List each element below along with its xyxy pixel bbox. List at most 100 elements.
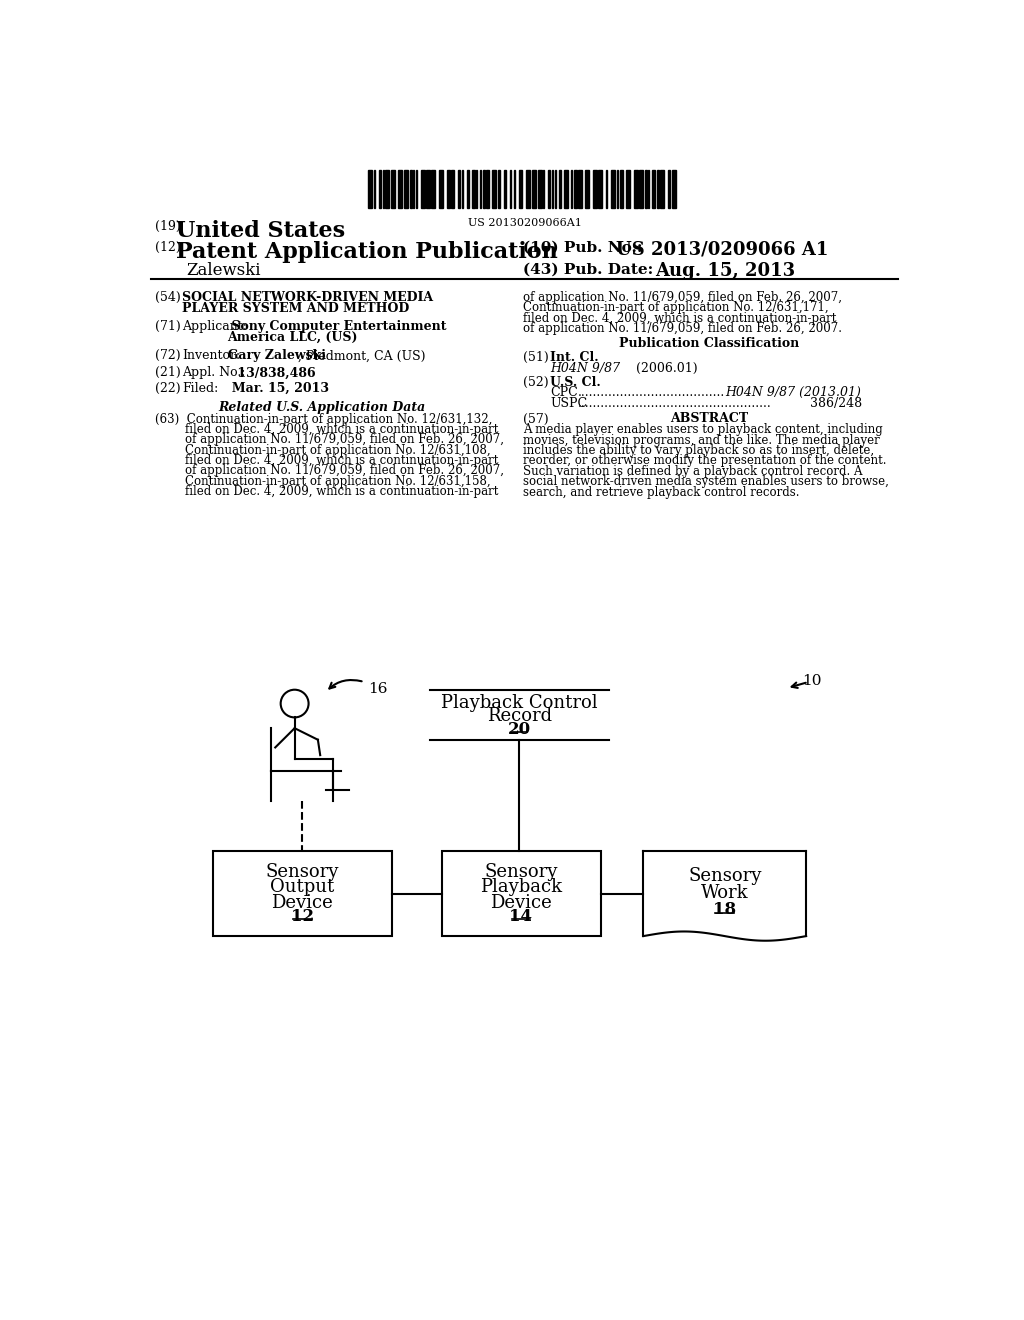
Text: (21): (21) xyxy=(155,367,181,379)
Bar xyxy=(504,170,506,209)
Text: 18: 18 xyxy=(713,902,736,919)
Text: ..................................................: ........................................… xyxy=(578,397,771,411)
Text: Mar. 15, 2013: Mar. 15, 2013 xyxy=(210,381,329,395)
Bar xyxy=(510,170,511,209)
Bar xyxy=(421,170,425,209)
Text: Appl. No.:: Appl. No.: xyxy=(182,367,246,379)
Text: Aug. 15, 2013: Aug. 15, 2013 xyxy=(655,263,795,280)
Bar xyxy=(634,170,638,209)
Bar xyxy=(616,170,617,209)
Text: reorder, or otherwise modify the presentation of the content.: reorder, or otherwise modify the present… xyxy=(523,454,887,467)
Bar xyxy=(639,170,643,209)
Text: (19): (19) xyxy=(155,220,181,234)
Bar xyxy=(379,170,381,209)
Text: (71): (71) xyxy=(155,321,181,333)
Text: Continuation-in-part of application No. 12/631,158,: Continuation-in-part of application No. … xyxy=(155,475,490,488)
Bar xyxy=(439,170,443,209)
Text: Continuation-in-part of application No. 12/631,108,: Continuation-in-part of application No. … xyxy=(155,444,490,457)
Text: includes the ability to vary playback so as to insert, delete,: includes the ability to vary playback so… xyxy=(523,444,874,457)
Text: , Piedmont, CA (US): , Piedmont, CA (US) xyxy=(299,350,426,363)
Text: Continuation-in-part of application No. 12/631,171,: Continuation-in-part of application No. … xyxy=(523,301,828,314)
Text: A media player enables users to playback content, including: A media player enables users to playback… xyxy=(523,424,883,437)
Bar xyxy=(447,170,450,209)
Bar xyxy=(213,851,391,936)
Bar xyxy=(659,170,664,209)
Text: SOCIAL NETWORK-DRIVEN MEDIA: SOCIAL NETWORK-DRIVEN MEDIA xyxy=(182,290,433,304)
Text: 16: 16 xyxy=(369,682,388,696)
Bar xyxy=(526,170,529,209)
Bar xyxy=(598,170,602,209)
Bar xyxy=(514,170,515,209)
Bar xyxy=(555,170,556,209)
Bar xyxy=(467,170,469,209)
Bar xyxy=(564,170,568,209)
Bar xyxy=(538,170,542,209)
Text: (22): (22) xyxy=(155,381,181,395)
Text: Filed:: Filed: xyxy=(182,381,218,395)
Bar xyxy=(548,170,550,209)
Text: Sensory: Sensory xyxy=(688,867,762,884)
Text: Sensory: Sensory xyxy=(265,863,339,880)
Text: America LLC, (US): America LLC, (US) xyxy=(227,331,357,345)
Bar xyxy=(519,170,522,209)
Text: (43) Pub. Date:: (43) Pub. Date: xyxy=(523,263,653,276)
Text: ......................................: ...................................... xyxy=(578,387,725,400)
Bar xyxy=(672,170,676,209)
Text: Work: Work xyxy=(701,884,749,902)
Text: Sensory: Sensory xyxy=(484,863,558,880)
Bar xyxy=(645,170,647,209)
Text: Such variation is defined by a playback control record. A: Such variation is defined by a playback … xyxy=(523,465,863,478)
Bar xyxy=(486,170,489,209)
Text: filed on Dec. 4, 2009, which is a continuation-in-part: filed on Dec. 4, 2009, which is a contin… xyxy=(523,312,837,325)
Bar xyxy=(499,170,500,209)
Bar xyxy=(532,170,537,209)
Bar xyxy=(543,170,545,209)
Text: Applicant:: Applicant: xyxy=(182,321,247,333)
Text: 14: 14 xyxy=(509,908,532,924)
Bar xyxy=(369,170,372,209)
Text: Sony Computer Entertainment: Sony Computer Entertainment xyxy=(227,321,446,333)
Text: U.S. Cl.: U.S. Cl. xyxy=(550,376,601,388)
Text: social network-driven media system enables users to browse,: social network-driven media system enabl… xyxy=(523,475,889,488)
Bar xyxy=(492,170,496,209)
Text: filed on Dec. 4, 2009, which is a continuation-in-part: filed on Dec. 4, 2009, which is a contin… xyxy=(155,486,499,498)
Bar xyxy=(374,170,375,209)
Text: H04N 9/87 (2013.01): H04N 9/87 (2013.01) xyxy=(725,387,860,400)
Bar xyxy=(626,170,630,209)
Bar xyxy=(385,170,389,209)
Text: 12: 12 xyxy=(291,908,314,924)
Bar xyxy=(458,170,460,209)
Text: of application No. 11/679,059, filed on Feb. 26, 2007,: of application No. 11/679,059, filed on … xyxy=(155,433,504,446)
Text: Related U.S. Application Data: Related U.S. Application Data xyxy=(218,401,425,414)
Text: Record: Record xyxy=(486,706,552,725)
Bar xyxy=(442,851,601,936)
Text: H04N 9/87: H04N 9/87 xyxy=(550,362,621,375)
Text: Zalewski: Zalewski xyxy=(186,263,261,280)
Text: Gary Zalewski: Gary Zalewski xyxy=(219,350,327,363)
Text: Device: Device xyxy=(271,894,333,912)
Text: Inventor:: Inventor: xyxy=(182,350,241,363)
Bar xyxy=(383,170,384,209)
Text: (72): (72) xyxy=(155,350,181,363)
Text: filed on Dec. 4, 2009, which is a continuation-in-part: filed on Dec. 4, 2009, which is a contin… xyxy=(155,454,499,467)
Text: US 20130209066A1: US 20130209066A1 xyxy=(468,218,582,227)
Bar xyxy=(652,170,654,209)
Text: United States: United States xyxy=(176,220,345,242)
Bar xyxy=(570,170,571,209)
Bar xyxy=(657,170,658,209)
Text: Playback: Playback xyxy=(480,878,562,896)
Bar xyxy=(552,170,553,209)
Text: search, and retrieve playback control records.: search, and retrieve playback control re… xyxy=(523,486,800,499)
Text: (12): (12) xyxy=(155,240,181,253)
Bar xyxy=(611,170,615,209)
Bar xyxy=(482,170,485,209)
Bar xyxy=(451,170,454,209)
Text: of application No. 11/679,059, filed on Feb. 26, 2007.: of application No. 11/679,059, filed on … xyxy=(523,322,843,335)
Text: PLAYER SYSTEM AND METHOD: PLAYER SYSTEM AND METHOD xyxy=(182,302,410,314)
Bar xyxy=(585,170,589,209)
Bar xyxy=(480,170,481,209)
Text: 13/838,486: 13/838,486 xyxy=(232,367,315,379)
Text: USPC: USPC xyxy=(550,397,588,411)
Bar xyxy=(579,170,583,209)
Text: 20: 20 xyxy=(508,721,530,738)
